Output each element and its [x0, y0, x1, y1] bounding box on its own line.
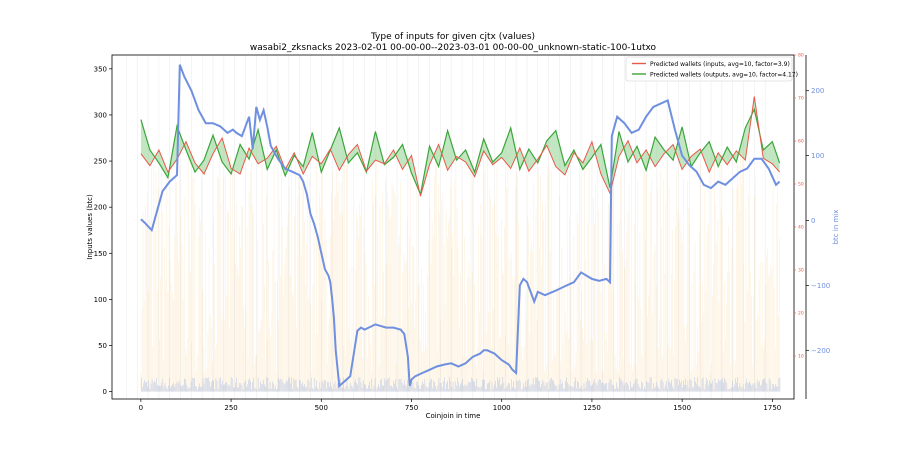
legend-label-inputs: Predicted wallets (inputs, avg=10, facto… — [650, 61, 790, 68]
y-inner-tick-label: 20 — [798, 311, 804, 317]
x-tick-label: 1250 — [583, 404, 601, 412]
y-right-tick-label: 200 — [811, 87, 824, 95]
grid-layer — [126, 55, 766, 399]
x-tick-label: 250 — [224, 404, 237, 412]
y-tick-label: 150 — [94, 250, 107, 258]
y-right-tick-label: 0 — [811, 217, 815, 225]
x-tick-label: 1500 — [673, 404, 691, 412]
chart-subtitle: wasabi2_zksnacks 2023-02-01 00-00-00--20… — [250, 43, 657, 53]
y-inner-tick-label: 40 — [798, 225, 804, 231]
y-right-tick-label: −200 — [811, 347, 830, 355]
x-tick-label: 750 — [405, 404, 418, 412]
x-tick-label: 1000 — [493, 404, 511, 412]
y-axis-label: Inputs values (btc) — [86, 194, 94, 260]
x-axis-label: Coinjoin in time — [426, 412, 481, 420]
legend-box — [625, 56, 793, 82]
fill-between-area — [140, 96, 780, 197]
series-line-btc-in-mix — [140, 64, 781, 389]
y-tick-label: 250 — [94, 158, 107, 166]
y-tick-label: 50 — [98, 342, 107, 350]
y-right-tick-label: −100 — [811, 282, 830, 290]
fill-layer — [140, 96, 780, 197]
y-tick-label: 0 — [103, 388, 107, 396]
y-inner-tick-label: 10 — [798, 354, 804, 360]
legend: Predicted wallets (inputs, avg=10, facto… — [625, 56, 798, 82]
y-tick-label: 100 — [94, 296, 107, 304]
lines-layer — [140, 64, 781, 389]
y-inner-tick-label: 80 — [798, 53, 804, 59]
chart-title: Type of inputs for given cjtx (values) — [370, 32, 535, 42]
x-tick-label: 0 — [139, 404, 143, 412]
y-tick-label: 300 — [94, 111, 107, 119]
x-tick-label: 1750 — [763, 404, 781, 412]
axis-layer: 0 250 500 750 1000 1250 1500 175005010015020025… — [94, 53, 831, 413]
legend-label-outputs: Predicted wallets (outputs, avg=10, fact… — [650, 72, 798, 79]
y-right-tick-label: 100 — [811, 152, 824, 160]
y-inner-tick-label: 60 — [798, 139, 804, 145]
y-tick-label: 200 — [94, 204, 107, 212]
y-inner-tick-label: 30 — [798, 268, 804, 274]
series-line-outputs — [140, 107, 781, 197]
x-tick-label: 500 — [315, 404, 328, 412]
bars-layer — [140, 152, 781, 392]
y-inner-tick-label: 70 — [798, 96, 804, 102]
y-tick-label: 350 — [94, 65, 107, 73]
y-inner-tick-label: 50 — [798, 182, 804, 188]
y-right-axis-label: btc in mix — [832, 210, 840, 245]
series-line-inputs — [140, 96, 780, 197]
